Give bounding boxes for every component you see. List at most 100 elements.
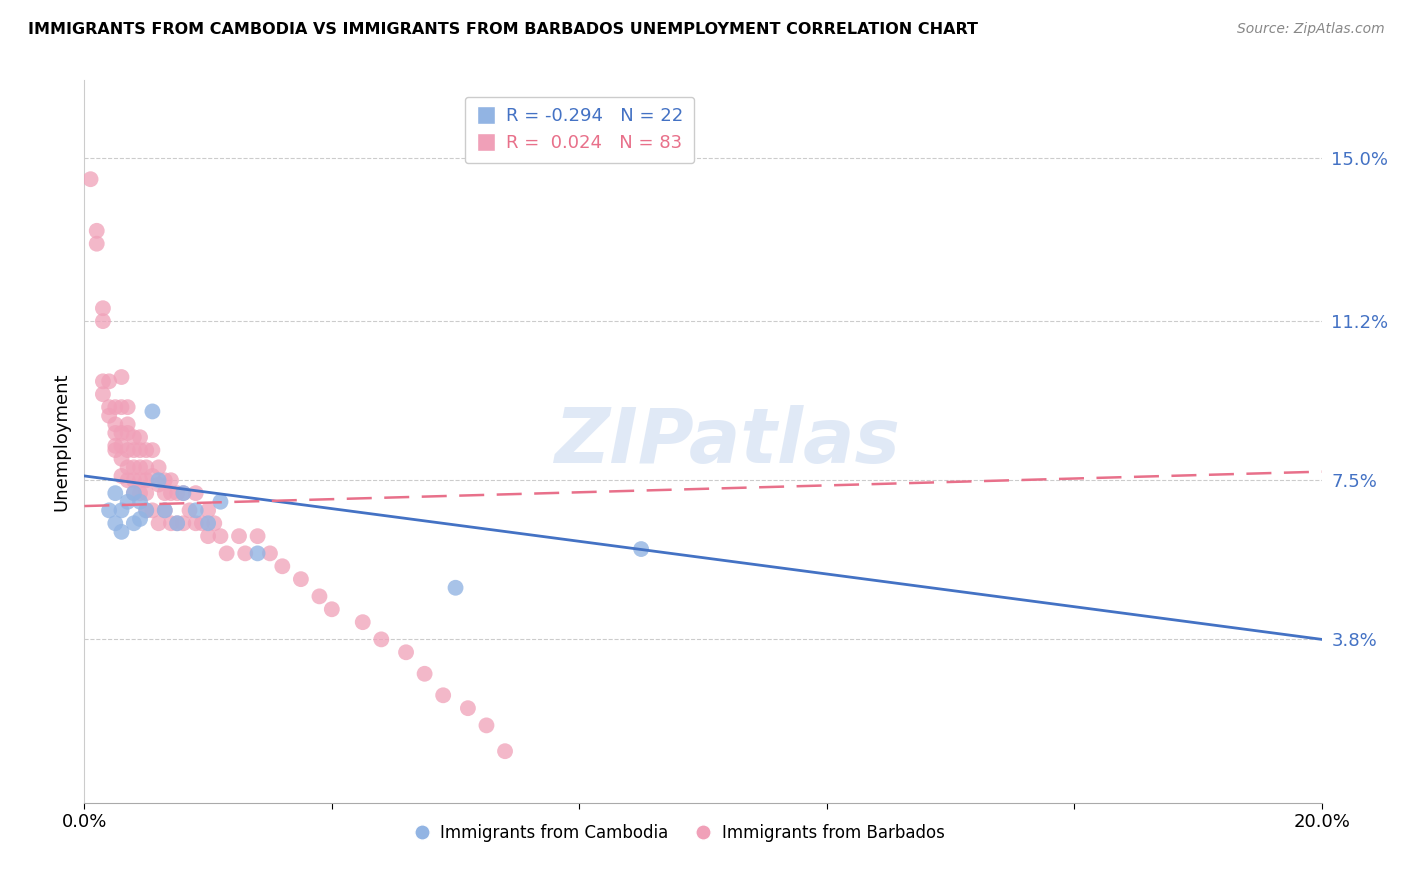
Point	[104, 425, 127, 440]
Point	[129, 512, 152, 526]
Point	[172, 486, 194, 500]
Point	[202, 516, 225, 531]
Point	[122, 460, 145, 475]
Point	[79, 172, 101, 186]
Point	[98, 400, 121, 414]
Point	[148, 516, 170, 531]
Point	[141, 469, 163, 483]
Point	[98, 375, 121, 389]
Point	[172, 486, 194, 500]
Point	[246, 529, 269, 543]
Point	[129, 460, 152, 475]
Point	[98, 503, 121, 517]
Point	[271, 559, 294, 574]
Point	[259, 546, 281, 560]
Point	[135, 503, 157, 517]
Y-axis label: Unemployment: Unemployment	[52, 372, 70, 511]
Point	[153, 503, 176, 517]
Point	[457, 701, 479, 715]
Point	[172, 516, 194, 531]
Point	[160, 486, 183, 500]
Point	[117, 417, 139, 432]
Point	[110, 524, 132, 539]
Point	[122, 486, 145, 500]
Point	[117, 473, 139, 487]
Point	[110, 439, 132, 453]
Point	[91, 301, 114, 316]
Point	[135, 443, 157, 458]
Point	[117, 494, 139, 508]
Point	[110, 503, 132, 517]
Point	[166, 486, 188, 500]
Point	[432, 688, 454, 702]
Point	[209, 529, 232, 543]
Point	[117, 400, 139, 414]
Point	[129, 494, 152, 508]
Point	[129, 486, 152, 500]
Point	[117, 443, 139, 458]
Point	[122, 516, 145, 531]
Point	[122, 473, 145, 487]
Point	[184, 516, 207, 531]
Point	[135, 486, 157, 500]
Point	[160, 516, 183, 531]
Text: IMMIGRANTS FROM CAMBODIA VS IMMIGRANTS FROM BARBADOS UNEMPLOYMENT CORRELATION CH: IMMIGRANTS FROM CAMBODIA VS IMMIGRANTS F…	[28, 22, 979, 37]
Point	[104, 400, 127, 414]
Point	[184, 486, 207, 500]
Point	[86, 224, 108, 238]
Point	[148, 473, 170, 487]
Point	[141, 503, 163, 517]
Point	[209, 494, 232, 508]
Point	[475, 718, 498, 732]
Point	[104, 443, 127, 458]
Point	[91, 375, 114, 389]
Point	[233, 546, 256, 560]
Point	[129, 473, 152, 487]
Point	[290, 572, 312, 586]
Point	[135, 460, 157, 475]
Point	[160, 473, 183, 487]
Point	[129, 443, 152, 458]
Text: ZIPatlas: ZIPatlas	[555, 405, 901, 478]
Point	[370, 632, 392, 647]
Point	[141, 443, 163, 458]
Point	[117, 425, 139, 440]
Point	[110, 425, 132, 440]
Point	[197, 516, 219, 531]
Point	[135, 473, 157, 487]
Point	[135, 503, 157, 517]
Point	[153, 473, 176, 487]
Point	[246, 546, 269, 560]
Point	[98, 409, 121, 423]
Point	[153, 503, 176, 517]
Point	[395, 645, 418, 659]
Point	[141, 404, 163, 418]
Point	[630, 542, 652, 557]
Point	[148, 460, 170, 475]
Point	[352, 615, 374, 630]
Point	[321, 602, 343, 616]
Point	[308, 590, 330, 604]
Point	[148, 477, 170, 491]
Point	[166, 516, 188, 531]
Point	[129, 430, 152, 444]
Point	[91, 314, 114, 328]
Point	[122, 486, 145, 500]
Point	[104, 516, 127, 531]
Point	[122, 430, 145, 444]
Point	[228, 529, 250, 543]
Point	[494, 744, 516, 758]
Point	[413, 666, 436, 681]
Point	[197, 529, 219, 543]
Point	[117, 460, 139, 475]
Legend: Immigrants from Cambodia, Immigrants from Barbados: Immigrants from Cambodia, Immigrants fro…	[405, 817, 952, 848]
Point	[110, 370, 132, 384]
Point	[110, 451, 132, 466]
Point	[184, 503, 207, 517]
Text: Source: ZipAtlas.com: Source: ZipAtlas.com	[1237, 22, 1385, 37]
Point	[215, 546, 238, 560]
Point	[110, 400, 132, 414]
Point	[91, 387, 114, 401]
Point	[153, 486, 176, 500]
Point	[110, 469, 132, 483]
